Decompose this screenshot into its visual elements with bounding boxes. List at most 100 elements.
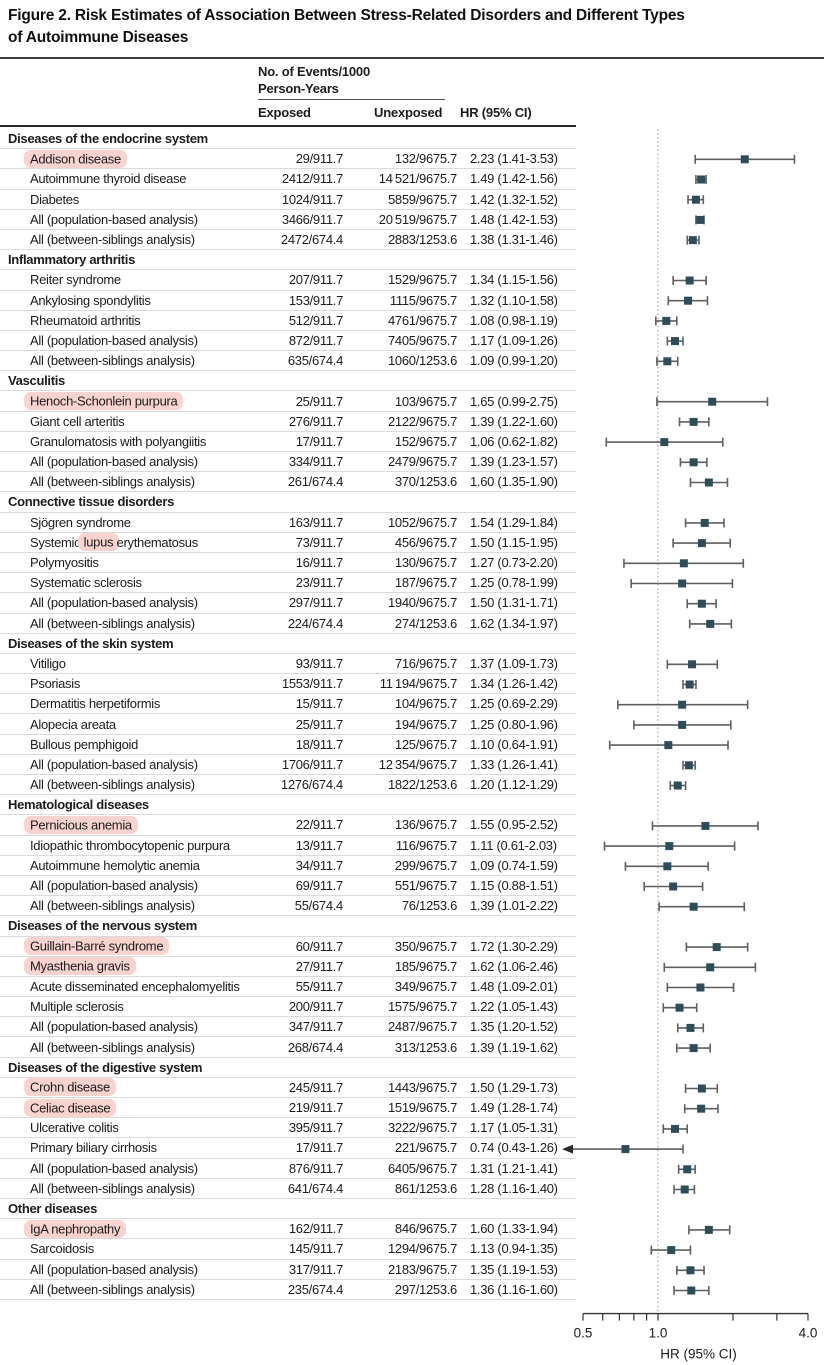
disease-label: Diabetes [30, 191, 79, 207]
hr-point-marker [686, 1266, 695, 1275]
exposed-value: 872/911.7 [288, 332, 343, 348]
highlight-marker: Henoch-Schonlein purpura [24, 392, 184, 411]
section-header-row: Diseases of the skin system [0, 634, 576, 654]
hr-point-marker [680, 1185, 689, 1194]
hr-ci-value: 1.11 (0.61-2.03) [470, 837, 557, 853]
unexposed-value: 76/1253.6 [401, 898, 457, 914]
hr-ci-value: 1.20 (1.12-1.29) [470, 777, 558, 793]
hr-ci-value: 1.50 (1.29-1.73) [470, 1079, 558, 1095]
disease-label: Pernicious anemia [0, 815, 250, 834]
unexposed-value: 370/1253.6 [394, 474, 457, 490]
section-header-row: Inflammatory arthritis [0, 250, 576, 271]
exposed-value: 60/911.7 [295, 938, 344, 954]
hr-ci-value: 1.39 (1.22-1.60) [470, 413, 558, 429]
exposed-value: 1553/911.7 [281, 676, 343, 692]
exposed-value: 635/674.4 [287, 353, 343, 369]
exposed-value: 73/911.7 [295, 534, 344, 550]
exposed-value: 17/911.7 [295, 433, 344, 449]
disease-label: Guillain-Barré syndrome [0, 937, 250, 956]
section-title: Diseases of the endocrine system [8, 131, 208, 147]
events-group-underline [258, 99, 445, 100]
hr-ci-value: 1.06 (0.62-1.82) [470, 433, 558, 449]
exposed-value: 25/911.7 [295, 716, 344, 732]
hr-ci-value: 1.54 (1.29-1.84) [470, 514, 558, 530]
hr-point-marker [689, 902, 698, 911]
disease-row: All (between-siblings analysis) 268/674.4… [0, 1037, 576, 1058]
hr-ci-value: 1.25 (0.78-1.99) [470, 575, 558, 591]
disease-row: Henoch-Schonlein purpura 25/911.7 103/9675… [0, 391, 576, 412]
section-title: Inflammatory arthritis [8, 252, 136, 268]
hr-point-marker [689, 417, 698, 426]
exposed-value: 512/911.7 [288, 312, 343, 328]
exposed-value: 334/911.7 [288, 454, 343, 470]
exposed-value: 16/911.7 [295, 555, 344, 571]
hr-ci-value: 1.55 (0.95-2.52) [470, 817, 558, 833]
hr-point-marker [697, 175, 706, 184]
disease-label: All (population-based analysis) [30, 1019, 198, 1035]
hr-ci-value: 1.39 (1.19-1.62) [470, 1039, 558, 1055]
unexposed-value: 274/1253.6 [394, 615, 457, 631]
hr-point-marker [664, 741, 673, 750]
disease-label: All (population-based analysis) [30, 454, 198, 470]
section-header-row: Connective tissue disorders [0, 492, 576, 513]
unexposed-value: 104/9675.7 [394, 696, 457, 712]
title-divider [0, 57, 824, 59]
unexposed-value: 187/9675.7 [394, 575, 457, 591]
section-title: Other diseases [8, 1201, 98, 1217]
hr-point-marker [683, 1165, 692, 1174]
disease-row: All (population-based analysis) 347/911.7… [0, 1017, 576, 1038]
unexposed-value: 1052/9675.7 [388, 514, 457, 530]
unexposed-value: 152/9675.7 [394, 433, 457, 449]
unexposed-value: 221/9675.7 [394, 1140, 457, 1156]
section-header-row: Vasculitis [0, 371, 576, 392]
disease-label: All (population-based analysis) [30, 1261, 198, 1277]
hr-point-marker [700, 518, 709, 527]
hr-point-marker [660, 438, 669, 447]
hr-ci-value: 1.62 (1.06-2.46) [470, 958, 558, 974]
hr-ci-value: 1.37 (1.09-1.73) [470, 655, 558, 671]
hr-ci-value: 1.17 (1.05-1.31) [470, 1120, 558, 1136]
section-title: Diseases of the digestive system [8, 1059, 203, 1075]
exposed-value: 93/911.7 [295, 655, 344, 671]
disease-row: All (population-based analysis) 1706/911.… [0, 755, 576, 775]
disease-row: All (between-siblings analysis) 2472/674.… [0, 230, 576, 251]
hr-point-marker [708, 397, 717, 406]
exposed-value: 641/674.4 [287, 1180, 343, 1196]
disease-label: Acute disseminated encephalomyelitis [30, 978, 240, 994]
hr-point-marker [662, 316, 671, 325]
hr-point-marker [706, 963, 715, 972]
hr-point-marker [667, 1246, 676, 1255]
disease-label: All (population-based analysis) [30, 595, 198, 611]
hr-point-marker [688, 236, 697, 245]
unexposed-value: 1575/9675.7 [388, 999, 457, 1015]
exposed-value: 162/911.7 [288, 1221, 343, 1237]
exposed-value: 200/911.7 [288, 999, 343, 1015]
disease-row: Pernicious anemia 22/911.7 136/9675.7 1.55 … [0, 815, 576, 836]
disease-label: Systematic sclerosis [30, 575, 142, 591]
unexposed-value: 7405/9675.7 [388, 332, 457, 348]
unexposed-value: 716/9675.7 [394, 655, 457, 671]
hr-ci-value: 1.48 (1.09-2.01) [470, 978, 558, 994]
unexposed-value: 2183/9675.7 [388, 1261, 457, 1277]
exposed-value: 2472/674.4 [280, 232, 343, 248]
disease-label: Sjögren syndrome [30, 514, 131, 530]
hr-point-marker [621, 1145, 630, 1154]
section-title: Hematological diseases [8, 797, 149, 813]
disease-label: Myasthenia gravis [0, 957, 250, 976]
hr-point-marker [712, 943, 721, 952]
exposed-value: 3466/911.7 [281, 211, 343, 227]
hr-ci-value: 2.23 (1.41-3.53) [470, 151, 558, 167]
highlight-marker: IgA nephropathy [24, 1219, 127, 1238]
hr-ci-value: 1.09 (0.99-1.20) [470, 353, 558, 369]
disease-label: All (population-based analysis) [30, 756, 198, 772]
unexposed-value: 1060/1253.6 [388, 353, 457, 369]
unexposed-value: 103/9675.7 [394, 393, 457, 409]
disease-label: All (between-siblings analysis) [30, 1281, 195, 1297]
disease-label: Multiple sclerosis [30, 999, 124, 1015]
unexposed-value: 297/1253.6 [394, 1281, 457, 1297]
unexposed-value: 14 521/9675.7 [378, 171, 458, 187]
unexposed-value: 1822/1253.6 [388, 777, 457, 793]
exposed-value: 69/911.7 [295, 878, 344, 894]
disease-row: All (between-siblings analysis) 261/674.4… [0, 472, 576, 493]
disease-label: Crohn disease [0, 1078, 250, 1097]
